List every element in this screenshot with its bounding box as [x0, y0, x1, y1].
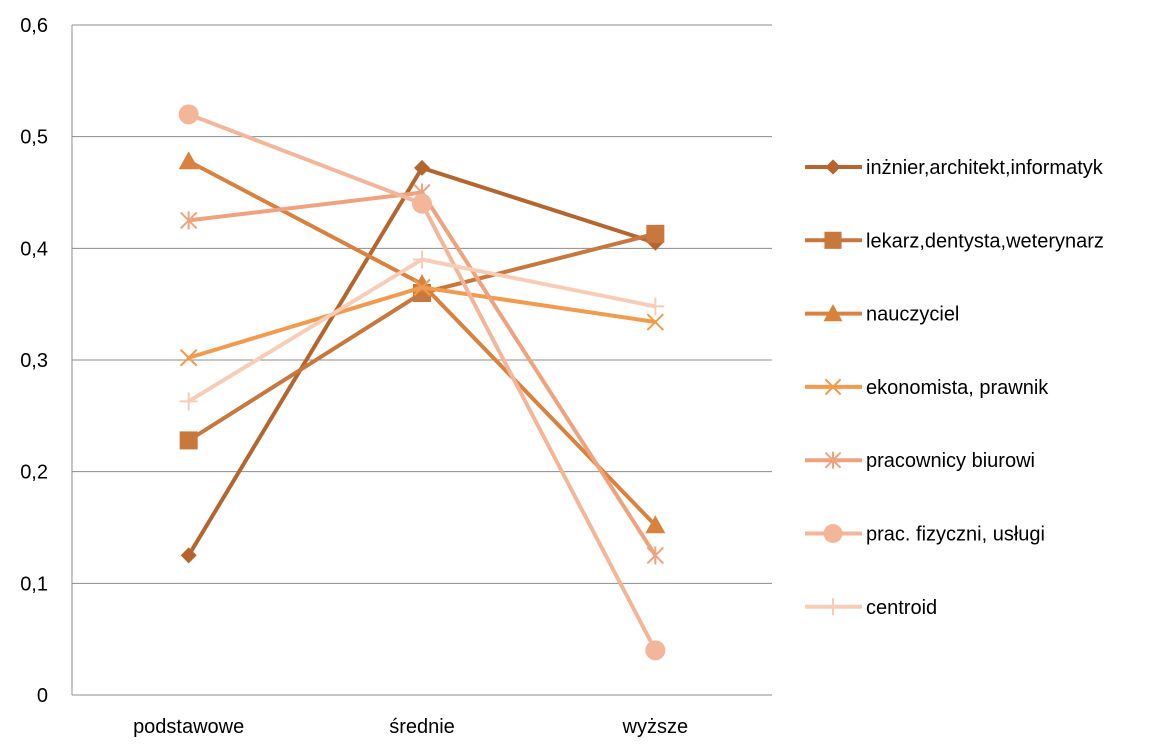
y-tick-label: 0,2 — [20, 462, 48, 484]
data-point-plus — [179, 392, 198, 411]
y-tick-label: 0 — [37, 685, 48, 707]
data-point-diamond — [825, 159, 841, 175]
x-tick-labels: podstawowe średnie wyższe — [133, 716, 688, 738]
data-point-square — [824, 231, 842, 249]
y-tick-labels: 0 0,1 0,2 0,3 0,4 0,5 0,6 — [20, 15, 48, 707]
data-point-plus — [824, 598, 842, 616]
data-point-circle — [178, 104, 199, 125]
data-point-x — [413, 278, 431, 297]
data-point-circle — [645, 640, 666, 661]
x-tick-label: wyższe — [622, 716, 689, 738]
y-tick-label: 0,4 — [20, 238, 48, 260]
data-point-circle — [412, 193, 432, 214]
data-point-diamond — [180, 547, 197, 564]
data-point-square — [179, 431, 198, 450]
series-4 — [179, 183, 665, 565]
data-point-circle — [823, 524, 843, 543]
y-tick-label: 0,6 — [20, 15, 48, 37]
data-point-triangle — [178, 151, 199, 170]
legend-label: lekarz,dentysta,weterynarz — [866, 230, 1104, 252]
y-tick-label: 0,3 — [20, 350, 48, 372]
y-tick-label: 0,1 — [20, 573, 48, 595]
legend-item: nauczyciel — [805, 304, 959, 326]
data-point-star — [179, 211, 198, 230]
legend-item: inżnier,architekt,informatyk — [805, 157, 1104, 179]
data-point-x — [646, 313, 665, 331]
data-point-diamond — [414, 159, 430, 176]
x-tick-label: średnie — [389, 716, 455, 738]
series-line — [187, 159, 657, 527]
legend-label: nauczyciel — [866, 304, 959, 326]
legend-item: ekonomista, prawnik — [805, 377, 1049, 399]
data-point-x — [824, 378, 842, 396]
x-tick-label: podstawowe — [133, 716, 244, 738]
data-point-triangle — [823, 304, 843, 322]
data-point-square — [646, 224, 665, 243]
grid-lines — [72, 24, 772, 584]
series-3 — [179, 278, 665, 367]
series-5 — [178, 104, 666, 661]
legend-item: centroid — [805, 597, 937, 619]
legend: inżnier,architekt,informatyk lekarz,denty… — [805, 157, 1104, 619]
series-line — [186, 165, 656, 557]
legend-label: pracownicy biurowi — [866, 450, 1035, 472]
axes — [71, 25, 772, 696]
legend-item: lekarz,dentysta,weterynarz — [805, 230, 1104, 252]
series-line — [188, 190, 658, 557]
data-point-triangle — [645, 515, 666, 534]
legend-label: prac. fizyczni, usługi — [866, 524, 1045, 546]
y-tick-label: 0,5 — [20, 127, 48, 149]
legend-label: centroid — [866, 597, 937, 619]
data-point-star — [646, 546, 665, 565]
legend-item: prac. fizyczni, usługi — [805, 524, 1045, 546]
legend-label: inżnier,architekt,informatyk — [866, 157, 1104, 179]
legend-label: ekonomista, prawnik — [866, 377, 1049, 399]
series-6 — [179, 250, 665, 411]
series-group — [178, 104, 666, 661]
data-point-x — [179, 349, 198, 367]
data-point-plus — [413, 250, 431, 269]
data-point-plus — [646, 297, 665, 316]
legend-item: pracownicy biurowi — [805, 450, 1035, 472]
data-point-star — [824, 451, 842, 469]
